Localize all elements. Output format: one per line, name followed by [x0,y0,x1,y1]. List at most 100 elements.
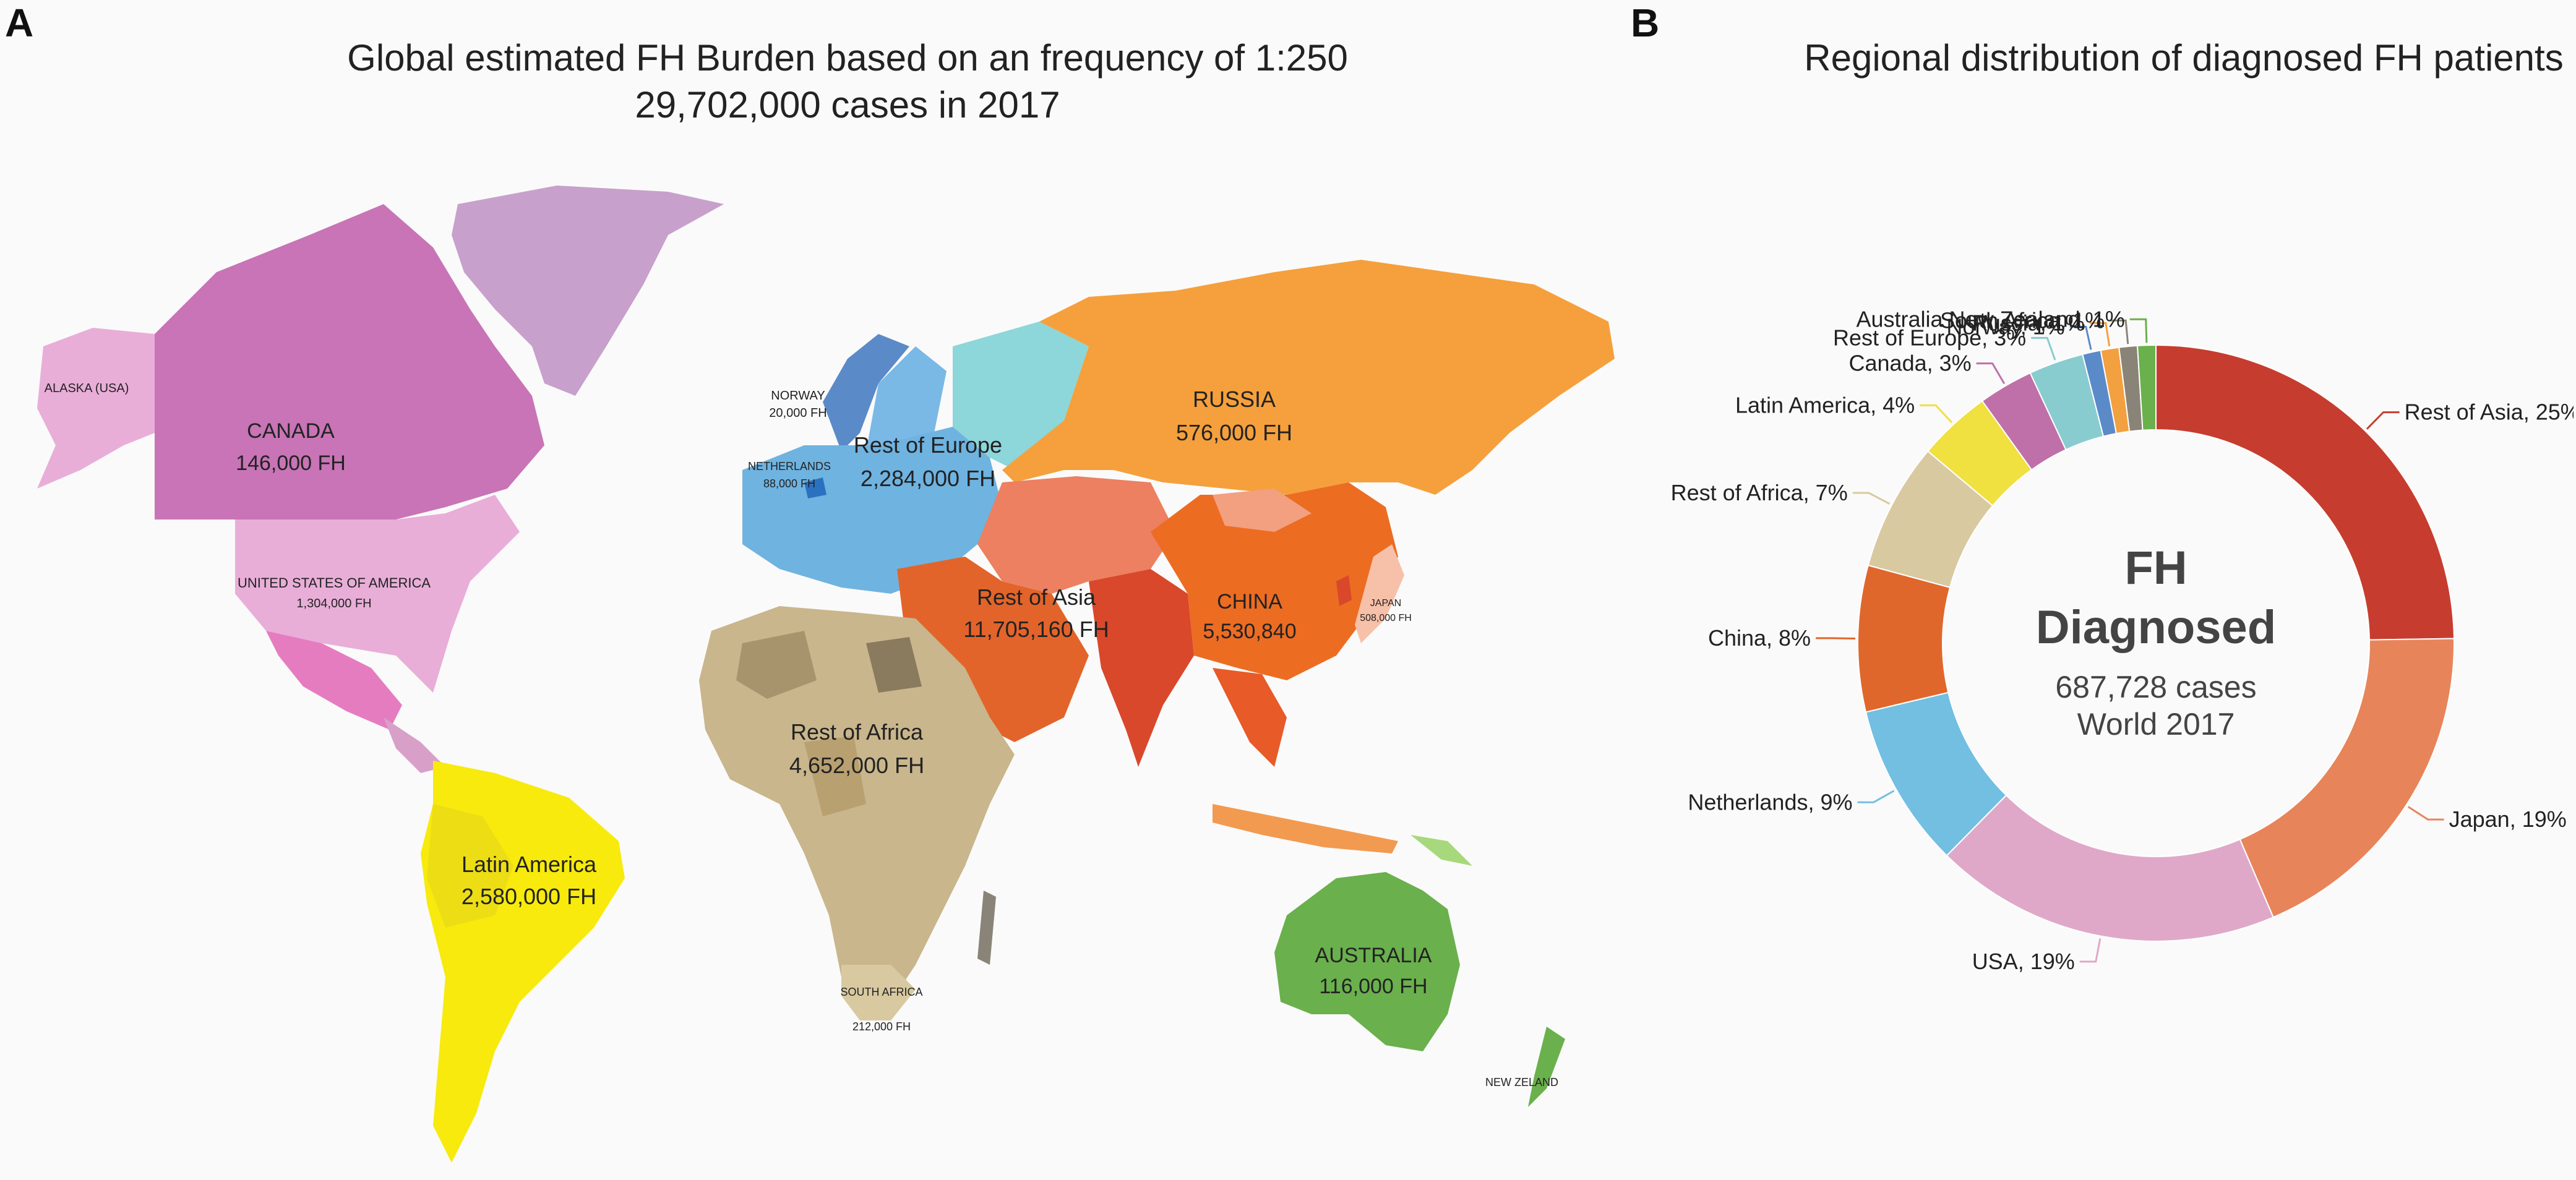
label-australia-new-zealand: Australia New Zealand, 1% [1856,306,2124,331]
norway-value: 20,000 FH [769,406,826,420]
new-zealand-region [1528,1027,1565,1107]
indonesia-region [1213,804,1398,853]
world-map: ALASKA (USA) CANADA 146,000 FH UNITED ST… [37,186,1615,1163]
latin-america-label: Latin America [462,852,597,877]
panel-a-title-line1: Global estimated FH Burden based on an f… [347,37,1348,79]
panel-a-letter: A [5,1,34,45]
alaska-label: ALASKA (USA) [45,382,129,395]
label-latin-america: Latin America, 4% [1735,392,1915,417]
africa-shade-2 [866,637,922,693]
slice-japan [2239,638,2455,918]
center-line2: Diagnosed [2036,601,2277,654]
usa-region [235,495,520,693]
label-russia: Russia, 1% [1972,310,2085,335]
norway-label: NORWAY [771,389,825,403]
label-rest-of-europe: Rest of Europe, 3% [1833,325,2026,350]
se-asia-region [1213,668,1287,767]
netherlands-label: NETHERLANDS [748,460,831,472]
label-china: China, 8% [1708,625,1811,651]
russia-value: 576,000 FH [1176,420,1292,445]
leader-russia [2089,322,2111,347]
south-africa-label: SOUTH AFRICA [840,986,922,998]
alaska-region [37,328,155,489]
south-africa-value: 212,000 FH [852,1020,911,1033]
label-rest-of-asia: Rest of Asia, 25% [2405,400,2574,425]
slice-usa [1946,794,2274,943]
panel-b-title: Regional distribution of diagnosed FH pa… [1804,37,2564,79]
label-norway: Norway, 1% [1946,314,2064,339]
brazil-shade [427,804,513,928]
usa-value: 1,304,000 FH [296,597,371,610]
canada-region [155,204,544,519]
netherlands-value: 88,000 FH [763,477,815,490]
label-rest-of-africa: Rest of Africa, 7% [1671,480,1848,505]
rest-of-europe-region [742,427,1002,594]
panel-b-letter: B [1631,1,1660,45]
rest-of-africa-value: 4,652,000 FH [789,753,924,778]
korea-region [1336,575,1352,606]
central-asia-region [977,476,1175,594]
leader-canada [1976,362,2006,385]
slice-china [1857,564,1951,713]
mexico-region [266,631,402,730]
leader-china [1816,637,1856,639]
leader-japan [2407,806,2444,821]
label-canada: Canada, 3% [1849,351,1972,376]
panel-a-title-line2: 29,702,000 cases in 2017 [635,84,1060,126]
australia-region [1274,872,1460,1051]
madagascar-region [977,891,996,965]
scandinavia-region [866,346,947,458]
slice-australia-new-zealand [2136,344,2157,431]
rest-of-asia-label: Rest of Asia [977,584,1096,610]
india-region [1089,569,1194,767]
label-japan: Japan, 19% [2449,806,2567,832]
label-usa: USA, 19% [1972,949,2075,974]
japan-value: 508,000 FH [1360,613,1412,623]
rest-of-africa-region [699,606,1015,1014]
center-line1: FH [2124,542,2187,594]
australia-label: AUSTRALIA [1315,944,1432,967]
slice-rest-of-asia [2155,344,2455,641]
australia-value: 116,000 FH [1319,975,1427,998]
leader-rest-of-asia [2366,411,2400,430]
norway-region [823,334,909,451]
china-label: CHINA [1217,590,1282,614]
netherlands-region [804,477,826,498]
center-line3: 687,728 cases [2055,670,2256,704]
russia-region [1002,260,1615,495]
africa-shade-3 [804,736,866,816]
leader-rest-of-europe [2031,336,2056,361]
rest-of-europe-label: Rest of Europe [854,432,1002,458]
new-guinea-region [1410,835,1472,866]
canada-value: 146,000 FH [236,451,346,475]
donut-chart: Rest of Asia, 25% Japan, 19% USA, 19% Nethe… [1671,306,2574,974]
label-netherlands: Netherlands, 9% [1688,789,1852,814]
leader-rest-of-africa [1852,492,1891,505]
russia-label: RUSSIA [1193,387,1276,412]
eastern-europe-region [953,322,1089,470]
panel-a-title: Global estimated FH Burden based on an f… [210,35,1485,129]
central-america-region [384,717,445,773]
leader-south-africa [2110,319,2129,344]
leader-australia-new-zealand [2129,318,2148,343]
leader-usa [2079,938,2102,963]
rest-of-europe-value: 2,284,000 FH [861,466,995,491]
label-south-africa: South Africa, 1% [1940,307,2105,333]
rest-of-asia-value: 11,705,160 FH [963,617,1109,642]
leader-netherlands [1857,790,1895,803]
latin-america-value: 2,580,000 FH [462,884,596,909]
africa-shade-1 [736,631,817,699]
japan-label: JAPAN [1370,598,1401,609]
new-zealand-label: NEW ZELAND [1485,1076,1558,1088]
canada-label: CANADA [247,419,335,443]
china-region [1151,482,1398,680]
middle-east-region [897,557,1089,742]
rest-of-africa-label: Rest of Africa [791,719,924,745]
usa-label: UNITED STATES OF AMERICA [238,575,431,591]
mongolia-region [1213,489,1312,532]
japan-region [1355,544,1404,643]
center-line4: World 2017 [2077,707,2235,742]
leader-latin-america [1920,404,1953,424]
china-value: 5,530,840 [1203,620,1296,643]
leader-norway [2069,325,2092,350]
